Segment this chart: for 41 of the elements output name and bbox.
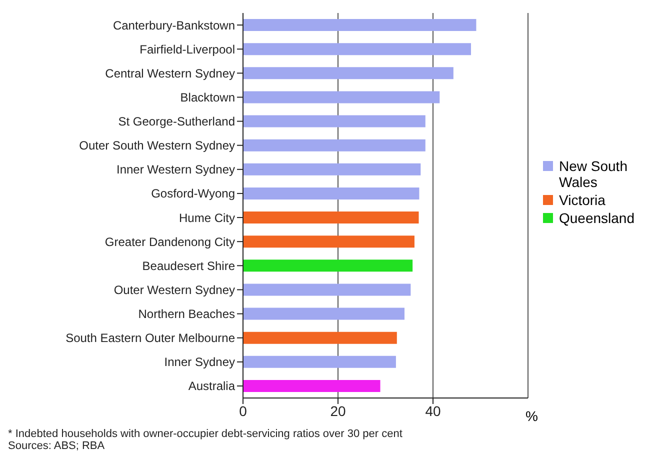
bar xyxy=(243,115,426,128)
bar xyxy=(243,332,397,344)
x-tick-label: 40 xyxy=(425,402,441,419)
bar xyxy=(243,284,411,296)
bar xyxy=(243,308,404,320)
x-tick-label: 0 xyxy=(239,402,248,419)
bar xyxy=(243,163,421,176)
bar xyxy=(243,91,440,104)
x-axis-title: % xyxy=(526,408,538,424)
bar xyxy=(243,212,419,224)
y-tick-label: South Eastern Outer Melbourne xyxy=(66,331,236,346)
bar xyxy=(243,67,454,80)
y-tick-label: Canterbury-Bankstown xyxy=(112,18,235,32)
bar xyxy=(243,380,380,392)
y-tick-label: St George-Sutherland xyxy=(118,114,235,129)
y-tick-label: Blacktown xyxy=(180,90,235,104)
y-tick-label: Central Western Sydney xyxy=(105,66,235,80)
bar xyxy=(243,236,414,248)
y-tick-label: Beaudesert Shire xyxy=(142,258,236,273)
y-tick-label: Gosford-Wyong xyxy=(151,186,235,201)
x-tick-label: 20 xyxy=(330,402,346,419)
bar xyxy=(243,19,476,32)
legend-label: Victoria xyxy=(559,192,606,208)
y-tick-label: Greater Dandenong City xyxy=(104,234,235,249)
source-note: Sources: ABS; RBA xyxy=(8,440,106,452)
bar xyxy=(243,356,396,368)
y-tick-label: Outer South Western Sydney xyxy=(79,138,235,153)
y-tick-label: Outer Western Sydney xyxy=(114,282,235,297)
y-tick-label: Australia xyxy=(188,379,236,394)
legend-label: Queensland xyxy=(559,210,635,226)
bar xyxy=(243,139,426,152)
y-tick-label: Hume City xyxy=(178,210,235,225)
legend-label: New South Wales xyxy=(559,158,628,190)
bar xyxy=(243,43,471,56)
text: * Indebted households with owner-occupier debt-servicing ratios over 30 per cent xyxy=(8,428,404,440)
y-tick-label: Inner Western Sydney xyxy=(116,162,235,177)
y-tick-label: Inner Sydney xyxy=(164,355,235,370)
y-tick-label: Northern Beaches xyxy=(138,307,235,322)
bar xyxy=(243,187,420,200)
y-tick-label: Fairfield-Liverpool xyxy=(140,42,235,56)
bar xyxy=(243,260,413,272)
